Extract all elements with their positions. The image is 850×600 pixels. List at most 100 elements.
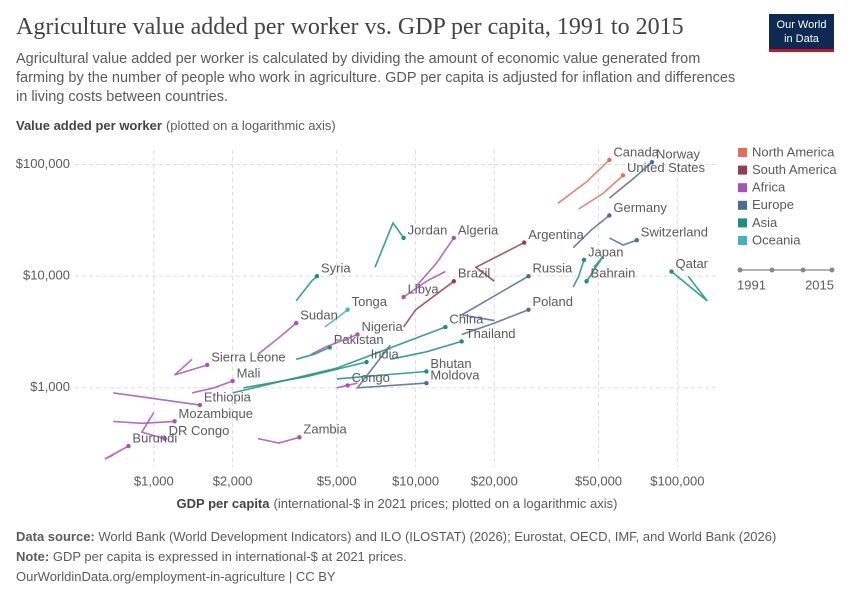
country-label: Ethiopia — [204, 389, 252, 404]
end-point — [526, 273, 531, 279]
end-point — [521, 240, 527, 245]
country-label: Argentina — [528, 227, 584, 242]
end-point — [634, 237, 639, 243]
footer: Data source: World Bank (World Developme… — [16, 527, 776, 587]
timeline-dot — [769, 267, 775, 273]
url[interactable]: OurWorldinData.org/employment-in-agricul… — [16, 569, 336, 584]
note-text: GDP per capita is expressed in internati… — [52, 549, 407, 564]
end-point — [607, 213, 612, 218]
y-tick-label: $1,000 — [30, 379, 70, 394]
legend-label: Oceania — [752, 232, 801, 247]
trajectory — [608, 161, 653, 199]
legend-label: North America — [752, 144, 835, 159]
end-point — [443, 324, 448, 330]
y-tick-label: $10,000 — [23, 268, 70, 283]
x-tick-label: $2,000 — [213, 473, 253, 488]
y-tick-label: $100,000 — [16, 156, 70, 171]
legend-label: Asia — [752, 215, 778, 230]
trajectory — [140, 412, 165, 440]
x-tick-label: $1,000 — [134, 473, 174, 488]
end-point — [297, 435, 302, 440]
logo-line: Our World — [776, 19, 827, 31]
end-point — [451, 279, 457, 284]
timeline-dot — [829, 267, 835, 273]
legend-swatch — [738, 148, 747, 157]
legend-label: Europe — [752, 197, 794, 212]
end-point — [162, 436, 167, 441]
end-point — [607, 157, 612, 163]
end-point — [581, 257, 587, 263]
country-label: Syria — [321, 261, 351, 276]
trajectory — [243, 361, 367, 389]
country-label: Nigeria — [361, 319, 403, 334]
end-point — [424, 380, 429, 386]
country-label: Sierra Leone — [211, 349, 285, 364]
country-label: Germany — [613, 200, 667, 215]
trajectory — [355, 344, 427, 389]
trajectory — [257, 322, 297, 355]
trajectory — [403, 270, 446, 298]
country-label: Brazil — [458, 266, 491, 281]
country-label: Qatar — [676, 256, 709, 271]
trajectory — [324, 309, 349, 328]
country-label: Mali — [237, 365, 261, 380]
trajectory — [104, 445, 129, 460]
trajectory — [474, 241, 525, 282]
title: Agriculture value added per worker vs. G… — [16, 14, 684, 40]
trajectory — [173, 358, 208, 376]
trajectory — [402, 280, 455, 328]
country-label: Tonga — [352, 294, 388, 309]
country-label: Russia — [532, 261, 573, 276]
y-label-note: (plotted on a logarithmic axis) — [166, 118, 336, 133]
legend-swatch — [738, 183, 747, 193]
end-point — [459, 339, 464, 344]
end-point — [620, 173, 626, 178]
trajectory — [113, 392, 201, 406]
trajectory — [557, 159, 610, 204]
trajectory — [311, 333, 358, 355]
country-label: Sudan — [300, 307, 338, 322]
x-tick-label: $5,000 — [317, 473, 357, 488]
trajectory — [232, 326, 446, 394]
country-label: Mozambique — [179, 406, 253, 421]
country-label: Algeria — [458, 222, 499, 237]
x-tick-label: $10,000 — [392, 473, 439, 488]
end-point — [424, 369, 429, 374]
country-label: Bhutan — [430, 356, 471, 371]
end-point — [669, 269, 674, 274]
legend-swatch — [738, 236, 747, 245]
end-point — [197, 402, 203, 408]
note: Note: GDP per capita is expressed in int… — [16, 547, 776, 567]
x-label-note: (international-$ in 2021 prices; plotted… — [274, 496, 618, 511]
trajectory — [414, 237, 455, 288]
trajectory — [336, 370, 427, 380]
trajectory — [461, 309, 529, 336]
country-label: Burundi — [132, 431, 177, 446]
logo[interactable]: Our World in Data — [769, 14, 834, 52]
trajectory — [257, 436, 300, 444]
timeline-start: 1991 — [737, 277, 766, 292]
end-point — [584, 279, 589, 284]
country-label: Zambia — [303, 422, 347, 437]
end-point — [172, 419, 177, 424]
country-label: Libya — [408, 281, 440, 296]
trajectory — [113, 420, 175, 425]
trajectory — [459, 275, 529, 322]
country-label: Thailand — [466, 326, 516, 341]
legend-swatch — [738, 165, 747, 175]
country-label: India — [371, 346, 400, 361]
source: Data source: World Bank (World Developme… — [16, 527, 776, 547]
end-point — [364, 359, 369, 365]
source-label: Data source: — [16, 529, 95, 544]
y-axis-label: Value added per worker (plotted on a loga… — [16, 118, 336, 133]
end-point — [526, 307, 531, 312]
trajectory — [295, 275, 318, 302]
legend-label: Africa — [752, 180, 786, 195]
x-label: GDP per capita — [177, 496, 271, 511]
trajectory — [374, 221, 405, 268]
end-point — [401, 294, 406, 300]
trajectory — [336, 382, 358, 389]
x-tick-label: $20,000 — [471, 473, 518, 488]
x-tick-label: $100,000 — [650, 473, 704, 488]
